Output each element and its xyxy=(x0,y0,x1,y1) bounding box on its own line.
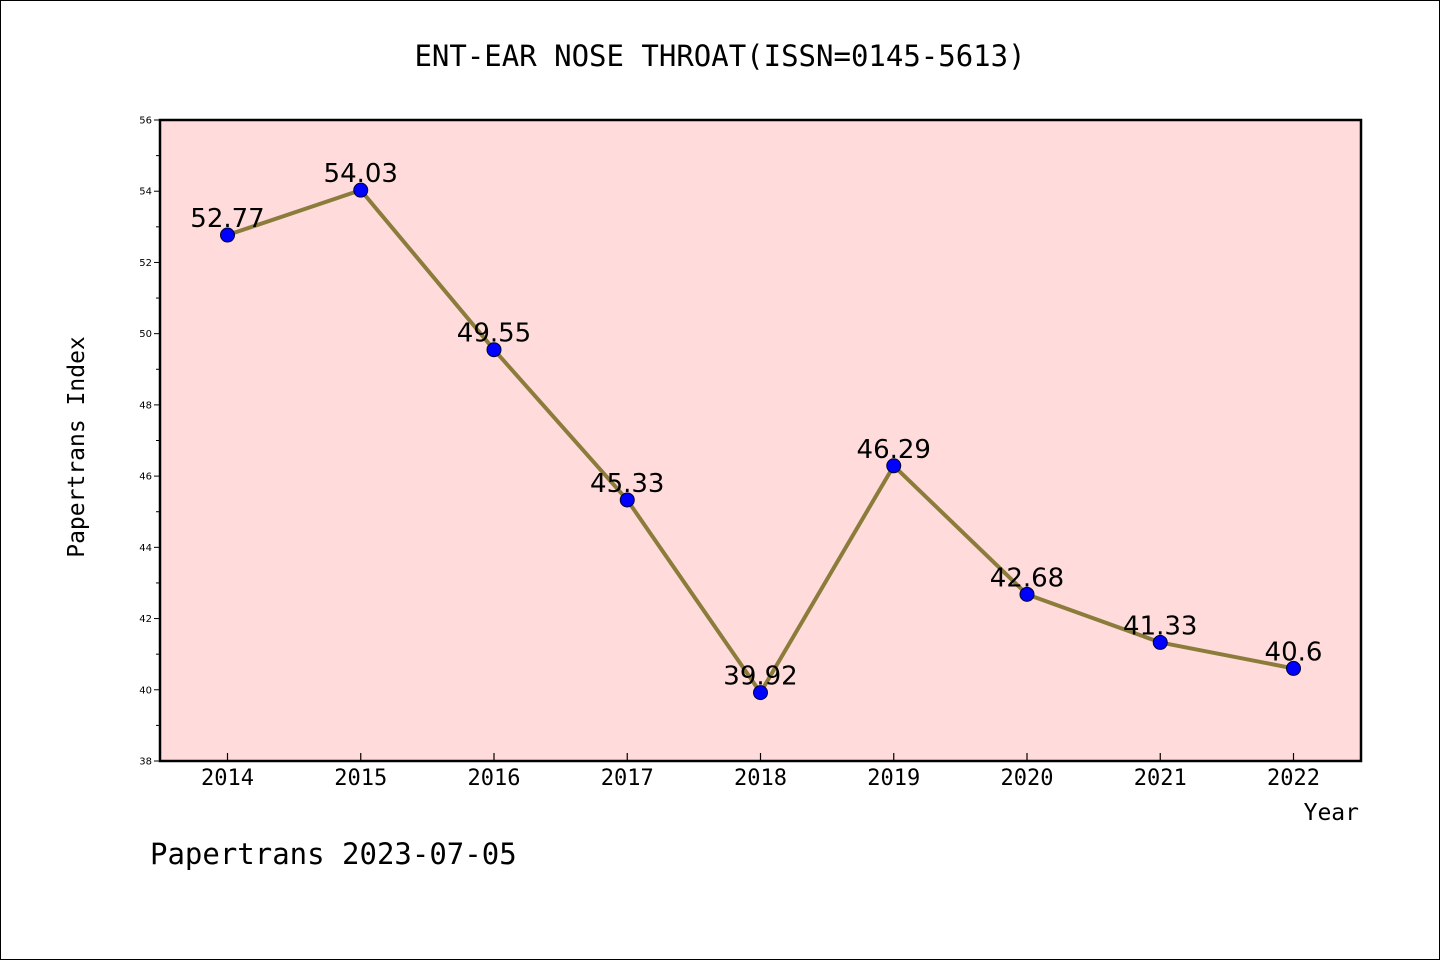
data-label: 42.68 xyxy=(990,563,1064,593)
y-tick-label: 42 xyxy=(139,614,152,625)
data-label: 41.33 xyxy=(1123,611,1197,641)
data-label: 46.29 xyxy=(857,435,931,465)
y-tick-label: 38 xyxy=(139,757,152,768)
data-label: 40.6 xyxy=(1265,637,1323,667)
x-axis-ticks: 2014 2015 2016 2017 2018 2019 2020 2021 2022 xyxy=(201,753,1320,791)
data-point-marker xyxy=(1286,660,1301,676)
y-tick-label: 44 xyxy=(139,543,152,554)
x-tick-label: 2014 xyxy=(201,766,254,791)
data-point-marker xyxy=(619,492,635,508)
y-axis-label: Papertrans Index xyxy=(64,336,90,558)
x-tick-label: 2021 xyxy=(1134,766,1187,791)
x-tick-label: 2018 xyxy=(734,766,787,791)
data-point-marker xyxy=(486,342,502,358)
data-label: 45.33 xyxy=(590,469,664,499)
data-label: 54.03 xyxy=(324,159,398,189)
y-tick-label: 40 xyxy=(139,685,152,696)
x-tick-label: 2022 xyxy=(1267,766,1320,791)
chart-title: ENT-EAR NOSE THROAT(ISSN=0145-5613) xyxy=(414,39,1025,73)
series-layer xyxy=(220,182,1301,701)
data-label: 49.55 xyxy=(457,319,531,349)
y-tick-label: 52 xyxy=(139,258,152,269)
y-tick-label: 50 xyxy=(139,329,152,340)
y-axis-ticks: 38 40 42 44 46 48 50 52 54 56 xyxy=(139,116,160,768)
y-tick-label: 48 xyxy=(139,400,152,411)
x-tick-label: 2020 xyxy=(1001,766,1054,791)
x-tick-label: 2019 xyxy=(867,766,920,791)
data-point-marker xyxy=(753,685,768,701)
data-point-marker xyxy=(1019,586,1035,602)
data-point-marker xyxy=(353,182,369,198)
x-tick-label: 2016 xyxy=(468,766,521,791)
y-tick-label: 46 xyxy=(139,472,152,483)
footer-watermark-text: Papertrans 2023-07-05 xyxy=(150,837,517,871)
y-tick-label: 56 xyxy=(139,116,152,127)
data-point-marker xyxy=(220,227,235,243)
x-tick-label: 2017 xyxy=(601,766,654,791)
data-label: 39.92 xyxy=(723,662,797,692)
data-label-layer: 52.77 54.03 49.55 45.33 39.92 46.29 42.68 41.33… xyxy=(190,159,1322,691)
x-tick-label: 2015 xyxy=(334,766,387,791)
x-axis-label: Year xyxy=(1304,800,1359,826)
data-label: 52.77 xyxy=(190,204,264,234)
data-point-marker xyxy=(1152,634,1168,650)
plot-area xyxy=(160,120,1361,761)
plot-border xyxy=(158,118,1363,763)
data-point-marker xyxy=(886,458,902,474)
y-tick-label: 54 xyxy=(139,187,152,198)
